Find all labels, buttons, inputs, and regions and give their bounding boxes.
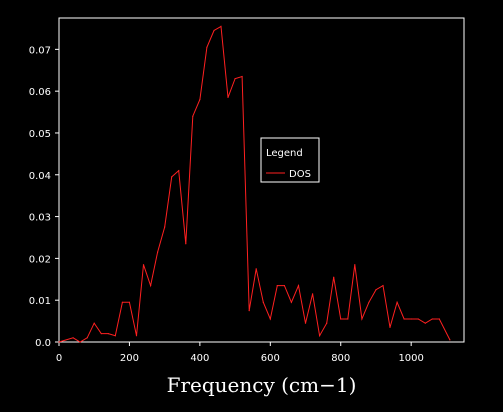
- dos-data-point: [185, 243, 187, 245]
- dos-data-point: [424, 322, 426, 324]
- x-tick-label: 800: [331, 353, 350, 364]
- plot-frame: [58, 17, 465, 343]
- dos-data-point: [297, 285, 300, 287]
- dos-data-point: [178, 170, 180, 172]
- dos-data-point: [304, 322, 307, 324]
- dos-data-point: [403, 318, 405, 320]
- dos-data-point: [206, 46, 208, 48]
- dos-data-point: [354, 264, 356, 266]
- dos-data-point: [340, 318, 342, 320]
- dos-data-point: [213, 29, 215, 32]
- dos-data-point: [58, 341, 60, 343]
- dos-data-point: [417, 318, 419, 320]
- dos-data-point: [142, 264, 145, 266]
- legend-entry-dos: DOS: [289, 169, 311, 180]
- dos-data-point: [319, 335, 321, 337]
- x-tick-label: 0: [56, 353, 62, 364]
- dos-data-point: [241, 75, 243, 78]
- dos-data-point: [347, 318, 349, 320]
- dos-data-point: [121, 301, 123, 303]
- dos-data-point: [107, 333, 109, 335]
- x-axis-label: Frequency (cm−1): [167, 373, 357, 397]
- dos-data-point: [192, 115, 194, 117]
- dos-data-point: [375, 289, 377, 291]
- x-tick-label: 1000: [398, 353, 423, 364]
- legend-title: Legend: [266, 148, 303, 159]
- y-tick-label: 0.05: [29, 129, 51, 140]
- dos-data-point: [382, 285, 384, 287]
- y-axis-ticks: 0.0 0.01 0.02 0.03 0.04 0.05 0.06 0.07: [29, 45, 59, 349]
- dos-data-point: [410, 318, 412, 320]
- x-tick-label: 400: [190, 353, 209, 364]
- x-tick-label: 200: [120, 353, 139, 364]
- dos-data-point: [79, 341, 81, 343]
- dos-series-points: [58, 25, 451, 343]
- dos-data-point: [227, 96, 229, 98]
- dos-data-point: [164, 226, 166, 228]
- dos-data-point: [312, 293, 314, 295]
- dos-data-point: [171, 176, 173, 178]
- x-tick-label: 600: [261, 353, 280, 364]
- dos-data-point: [93, 322, 95, 324]
- dos-data-point: [255, 268, 257, 270]
- y-tick-label: 0.02: [29, 254, 51, 265]
- dos-data-point: [128, 301, 130, 303]
- legend: Legend DOS: [260, 137, 320, 183]
- dos-data-point: [72, 337, 74, 339]
- dos-data-point: [220, 25, 222, 27]
- dos-data-point: [276, 285, 278, 287]
- dos-data-point: [333, 276, 335, 278]
- y-tick-label: 0.01: [29, 296, 51, 307]
- dos-data-point: [431, 318, 433, 320]
- dos-data-point: [389, 326, 391, 328]
- y-tick-label: 0.0: [35, 338, 51, 349]
- dos-data-point: [199, 98, 201, 101]
- dos-data-point: [262, 301, 264, 303]
- dos-data-point: [361, 318, 363, 320]
- dos-data-point: [100, 333, 102, 335]
- dos-data-point: [248, 310, 250, 312]
- y-tick-label: 0.03: [29, 213, 51, 224]
- dos-data-point: [86, 337, 88, 339]
- legend-box: [260, 137, 320, 183]
- dos-data-point: [326, 322, 328, 324]
- dos-data-point: [114, 335, 116, 337]
- dos-data-point: [396, 301, 398, 303]
- dos-data-point: [368, 301, 370, 303]
- dos-data-point: [438, 318, 440, 320]
- dos-data-point: [449, 339, 451, 341]
- y-tick-label: 0.07: [29, 45, 51, 56]
- dos-data-point: [150, 285, 152, 287]
- y-tick-label: 0.06: [29, 87, 51, 98]
- dos-data-point: [283, 285, 285, 287]
- dos-data-point: [269, 318, 271, 320]
- dos-data-point: [290, 301, 292, 303]
- x-axis-ticks: 0 200 400 600 800 1000: [56, 342, 424, 364]
- dos-data-point: [135, 335, 138, 337]
- dos-data-point: [157, 251, 159, 253]
- y-tick-label: 0.04: [29, 171, 51, 182]
- dos-data-point: [234, 78, 236, 80]
